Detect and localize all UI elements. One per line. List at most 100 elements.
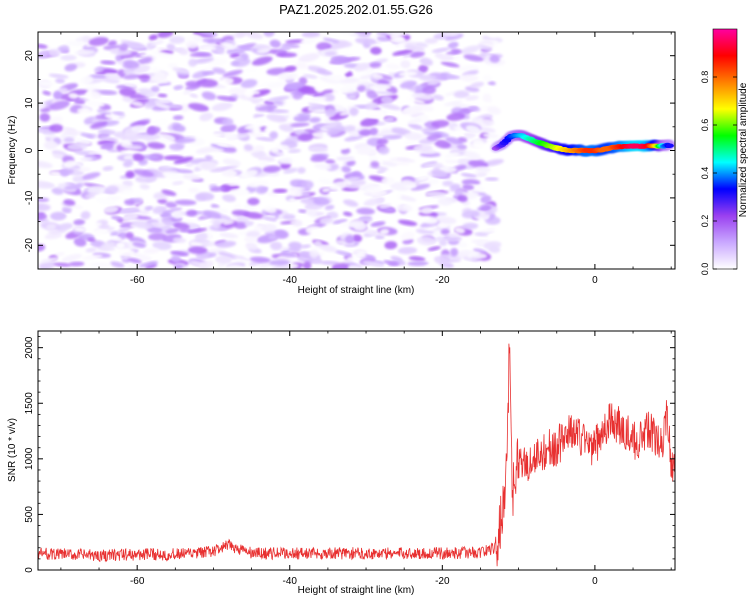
noise-blob (87, 150, 109, 155)
colorbar-tick-label: 0.6 (700, 119, 710, 132)
noise-blob (396, 157, 416, 163)
noise-blob (352, 170, 362, 179)
noise-blob (326, 74, 347, 81)
noise-blob (401, 106, 423, 115)
noise-blob (243, 203, 256, 211)
noise-blob (51, 187, 64, 195)
noise-blob (339, 32, 354, 36)
snr-line (38, 343, 675, 567)
noise-blob (202, 210, 222, 219)
noise-blob (363, 197, 384, 207)
noise-blob (408, 123, 423, 130)
noise-blob (117, 248, 135, 258)
x-tick-label: -60 (130, 576, 145, 587)
noise-blob (283, 167, 298, 174)
noise-blob (359, 217, 373, 222)
noise-blob (465, 125, 481, 134)
noise-blob (185, 80, 201, 88)
noise-blob (329, 181, 348, 191)
noise-blob (122, 160, 134, 168)
noise-blob (63, 199, 76, 206)
noise-blob (370, 46, 382, 55)
noise-blob (80, 157, 93, 162)
noise-blob (245, 32, 263, 40)
noise-blob (172, 210, 183, 219)
noise-blob (255, 136, 275, 142)
noise-blob (188, 102, 209, 112)
noise-blob (200, 161, 217, 171)
noise-blob (148, 232, 167, 241)
noise-blob (216, 48, 225, 55)
noise-blob (426, 133, 442, 141)
noise-blob (249, 256, 271, 263)
noise-blob (196, 32, 218, 37)
noise-blob (105, 73, 121, 81)
colorbar-tick-label: 0.4 (700, 167, 710, 180)
noise-blob (300, 244, 311, 249)
noise-blob (170, 251, 189, 256)
x-tick-label: 0 (592, 275, 598, 286)
noise-blob (454, 226, 466, 234)
noise-blob (298, 53, 320, 63)
noise-blob (468, 106, 481, 112)
noise-blob (463, 151, 481, 160)
noise-blob (89, 262, 112, 267)
noise-blob (487, 106, 501, 115)
noise-blob (86, 100, 105, 107)
noise-blob (202, 45, 217, 51)
noise-blob (110, 261, 125, 268)
noise-blob (138, 133, 161, 141)
noise-blob (117, 227, 130, 233)
noise-blob (432, 94, 444, 101)
noise-blob (143, 247, 160, 254)
noise-blob (424, 264, 435, 269)
noise-blob (315, 33, 331, 39)
noise-blob (463, 54, 484, 62)
noise-blob (256, 145, 265, 150)
signal-trace (490, 130, 675, 156)
noise-blob (385, 63, 401, 70)
noise-blob (221, 77, 234, 86)
noise-blob (266, 114, 288, 123)
noise-blob (257, 104, 278, 112)
noise-blob (140, 154, 159, 160)
noise-blob (43, 140, 58, 150)
noise-blob (38, 81, 55, 86)
noise-blob (226, 133, 237, 140)
noise-blob (254, 151, 267, 158)
noise-blob (253, 113, 265, 118)
noise-blob (133, 169, 154, 177)
noise-blob (403, 141, 419, 147)
noise-blob (229, 87, 248, 96)
noise-blob (301, 180, 314, 190)
noise-blob (251, 99, 260, 104)
noise-blob (389, 34, 405, 42)
noise-blob (59, 168, 70, 177)
noise-blob (309, 117, 321, 123)
noise-blob (404, 132, 422, 141)
noise-blob (421, 206, 433, 215)
noise-blob (119, 87, 137, 97)
noise-blob (269, 39, 281, 48)
noise-blob (195, 192, 215, 201)
noise-blob (319, 76, 340, 84)
noise-blob (64, 63, 78, 72)
noise-blob (305, 225, 321, 235)
colorbar-ticks: 0.0 0.2 0.4 0.6 0.8 (700, 71, 737, 275)
noise-blob (419, 57, 433, 66)
noise-blob (313, 197, 330, 206)
noise-blob (346, 160, 356, 167)
noise-blob (311, 131, 331, 139)
noise-blob (69, 261, 85, 267)
noise-blob (434, 139, 452, 149)
noise-blob (38, 160, 53, 169)
noise-blob (356, 251, 366, 257)
noise-blob (461, 178, 481, 186)
noise-blob (350, 131, 360, 137)
noise-blob (150, 40, 164, 46)
noise-blob (357, 145, 373, 154)
noise-blob (371, 73, 384, 79)
noise-blob (197, 240, 217, 247)
noise-blob (297, 85, 319, 95)
noise-blob (349, 107, 359, 117)
